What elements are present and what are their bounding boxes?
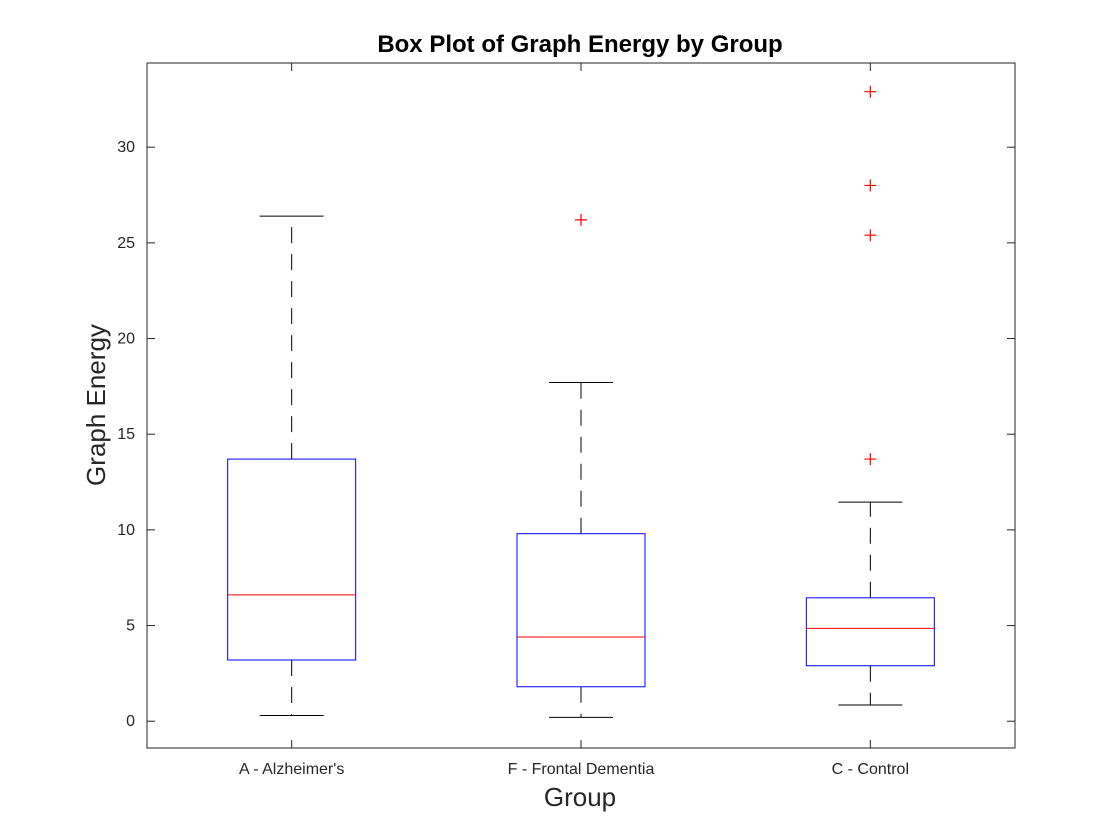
- y-tick-label: 20: [117, 331, 135, 348]
- x-tick-label: C - Control: [832, 761, 909, 778]
- y-tick-label: 0: [126, 713, 135, 730]
- outlier-marker: [864, 229, 877, 242]
- outlier-marker: [864, 453, 877, 466]
- plot-area: 0 5 10 15 20 25 30 A - Alzheimer's F - Frontal D…: [117, 62, 1016, 778]
- outlier-marker: [864, 85, 877, 98]
- y-axis-title: Graph Energy: [81, 324, 111, 486]
- y-tick-label: 25: [117, 235, 135, 252]
- box-iqr: [805, 597, 935, 667]
- x-axis-title: Group: [544, 782, 616, 812]
- chart-title: Box Plot of Graph Energy by Group: [377, 31, 782, 58]
- y-tick-label: 15: [117, 426, 135, 443]
- box-iqr: [227, 458, 357, 661]
- y-tick-label: 5: [126, 618, 135, 635]
- y-tick-label: 10: [117, 522, 135, 539]
- y-tick-label: 30: [117, 139, 135, 156]
- outlier-marker: [575, 213, 587, 226]
- box-group-1: [227, 215, 357, 716]
- x-tick-label: F - Frontal Dementia: [508, 761, 655, 778]
- x-tick-label: A - Alzheimer's: [239, 761, 344, 778]
- outlier-marker: [864, 179, 877, 192]
- box-group-2: [516, 213, 646, 718]
- box-iqr: [516, 533, 646, 688]
- box-group-3: [805, 85, 935, 706]
